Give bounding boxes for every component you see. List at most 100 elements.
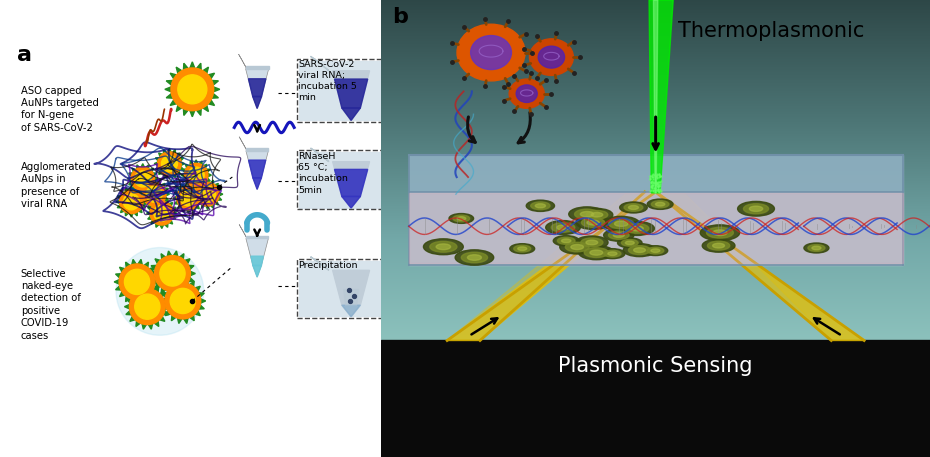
- Point: [343, 298, 358, 305]
- Circle shape: [135, 294, 160, 319]
- Polygon shape: [333, 270, 369, 305]
- Ellipse shape: [584, 248, 608, 257]
- Polygon shape: [239, 54, 246, 69]
- Ellipse shape: [702, 239, 735, 252]
- Text: SARS-CoV-2
viral RNA;
incubation 5
min: SARS-CoV-2 viral RNA; incubation 5 min: [299, 60, 357, 102]
- Text: ASO capped
AuNPs targeted
for N-gene
of SARS-CoV-2: ASO capped AuNPs targeted for N-gene of …: [20, 85, 99, 133]
- Polygon shape: [239, 137, 247, 151]
- Circle shape: [538, 46, 565, 68]
- Polygon shape: [246, 239, 269, 266]
- Polygon shape: [342, 108, 360, 121]
- Circle shape: [165, 283, 201, 319]
- Ellipse shape: [581, 208, 613, 221]
- Polygon shape: [656, 192, 864, 340]
- Ellipse shape: [513, 245, 531, 252]
- Polygon shape: [246, 66, 269, 69]
- Ellipse shape: [557, 225, 569, 230]
- Polygon shape: [311, 148, 329, 162]
- Ellipse shape: [449, 213, 473, 223]
- Ellipse shape: [603, 216, 640, 231]
- Ellipse shape: [604, 229, 634, 241]
- Polygon shape: [246, 149, 269, 151]
- Ellipse shape: [560, 240, 594, 254]
- Ellipse shape: [430, 241, 457, 252]
- Circle shape: [170, 288, 195, 314]
- Bar: [299, 261, 383, 316]
- Ellipse shape: [619, 222, 655, 235]
- Ellipse shape: [590, 250, 603, 255]
- Circle shape: [142, 182, 166, 206]
- Polygon shape: [381, 340, 930, 457]
- Ellipse shape: [604, 250, 621, 257]
- Circle shape: [119, 190, 143, 213]
- Circle shape: [135, 171, 151, 187]
- Polygon shape: [246, 151, 269, 178]
- Polygon shape: [253, 266, 261, 277]
- Ellipse shape: [750, 206, 763, 212]
- Polygon shape: [114, 260, 160, 304]
- Ellipse shape: [656, 202, 665, 206]
- Polygon shape: [139, 179, 169, 209]
- Ellipse shape: [455, 250, 494, 265]
- Circle shape: [471, 36, 512, 69]
- Ellipse shape: [580, 238, 603, 247]
- Polygon shape: [311, 257, 329, 270]
- Polygon shape: [656, 192, 864, 340]
- Polygon shape: [251, 256, 263, 266]
- Text: Plasmonic Sensing: Plasmonic Sensing: [558, 356, 753, 377]
- Ellipse shape: [468, 255, 482, 260]
- Bar: [299, 152, 383, 207]
- Bar: [298, 150, 385, 209]
- Ellipse shape: [581, 218, 604, 227]
- Polygon shape: [125, 284, 170, 329]
- Polygon shape: [147, 198, 177, 228]
- Text: RNaseH
65 °C;
incubation
5min: RNaseH 65 °C; incubation 5min: [299, 152, 348, 195]
- Ellipse shape: [737, 202, 775, 216]
- Ellipse shape: [808, 244, 825, 251]
- Ellipse shape: [707, 227, 734, 238]
- Ellipse shape: [708, 241, 730, 250]
- Polygon shape: [154, 149, 185, 179]
- Ellipse shape: [546, 221, 580, 234]
- Point: [347, 292, 362, 299]
- Ellipse shape: [591, 213, 603, 217]
- Circle shape: [200, 186, 216, 202]
- Polygon shape: [447, 192, 656, 340]
- Circle shape: [124, 194, 140, 210]
- Circle shape: [153, 205, 170, 221]
- Circle shape: [119, 264, 155, 300]
- Polygon shape: [253, 178, 261, 189]
- Ellipse shape: [562, 239, 571, 243]
- Polygon shape: [248, 79, 266, 96]
- Ellipse shape: [700, 225, 739, 240]
- Polygon shape: [333, 71, 369, 108]
- Text: Selective
naked-eye
detection of
positive
COVID-19
cases: Selective naked-eye detection of positiv…: [20, 269, 81, 340]
- Circle shape: [131, 167, 154, 191]
- Polygon shape: [248, 160, 266, 178]
- Polygon shape: [253, 266, 261, 277]
- Ellipse shape: [586, 240, 598, 245]
- Bar: [298, 59, 385, 122]
- Ellipse shape: [553, 236, 579, 246]
- Polygon shape: [246, 69, 269, 96]
- Polygon shape: [408, 192, 902, 265]
- Ellipse shape: [631, 226, 644, 231]
- Ellipse shape: [623, 244, 656, 257]
- Circle shape: [188, 167, 205, 183]
- Bar: [298, 259, 385, 318]
- Ellipse shape: [423, 239, 463, 255]
- Ellipse shape: [565, 242, 589, 252]
- Polygon shape: [173, 183, 204, 213]
- Ellipse shape: [575, 209, 600, 219]
- Ellipse shape: [576, 216, 610, 229]
- Polygon shape: [342, 108, 360, 121]
- Polygon shape: [333, 162, 369, 197]
- Polygon shape: [253, 178, 261, 189]
- Ellipse shape: [625, 241, 634, 244]
- Ellipse shape: [510, 244, 535, 254]
- Polygon shape: [649, 0, 673, 193]
- Circle shape: [184, 163, 208, 187]
- Polygon shape: [116, 186, 147, 217]
- Circle shape: [160, 261, 185, 286]
- Polygon shape: [335, 79, 367, 108]
